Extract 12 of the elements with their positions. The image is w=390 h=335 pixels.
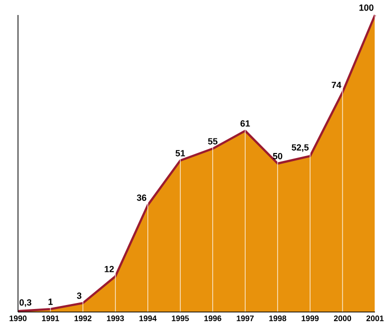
data-label: 0,3 — [20, 299, 32, 307]
data-label: 100 — [359, 4, 374, 11]
data-label: 3 — [76, 292, 82, 299]
data-label: 61 — [240, 120, 250, 127]
data-label: 1 — [48, 298, 53, 305]
data-label: 52,5 — [292, 144, 309, 152]
data-label: 51 — [176, 150, 186, 156]
data-label: 36 — [136, 194, 146, 201]
data-label: 74 — [332, 82, 342, 88]
data-label: 50 — [272, 152, 282, 160]
data-label: 12 — [104, 266, 114, 272]
data-label: 55 — [208, 138, 218, 144]
